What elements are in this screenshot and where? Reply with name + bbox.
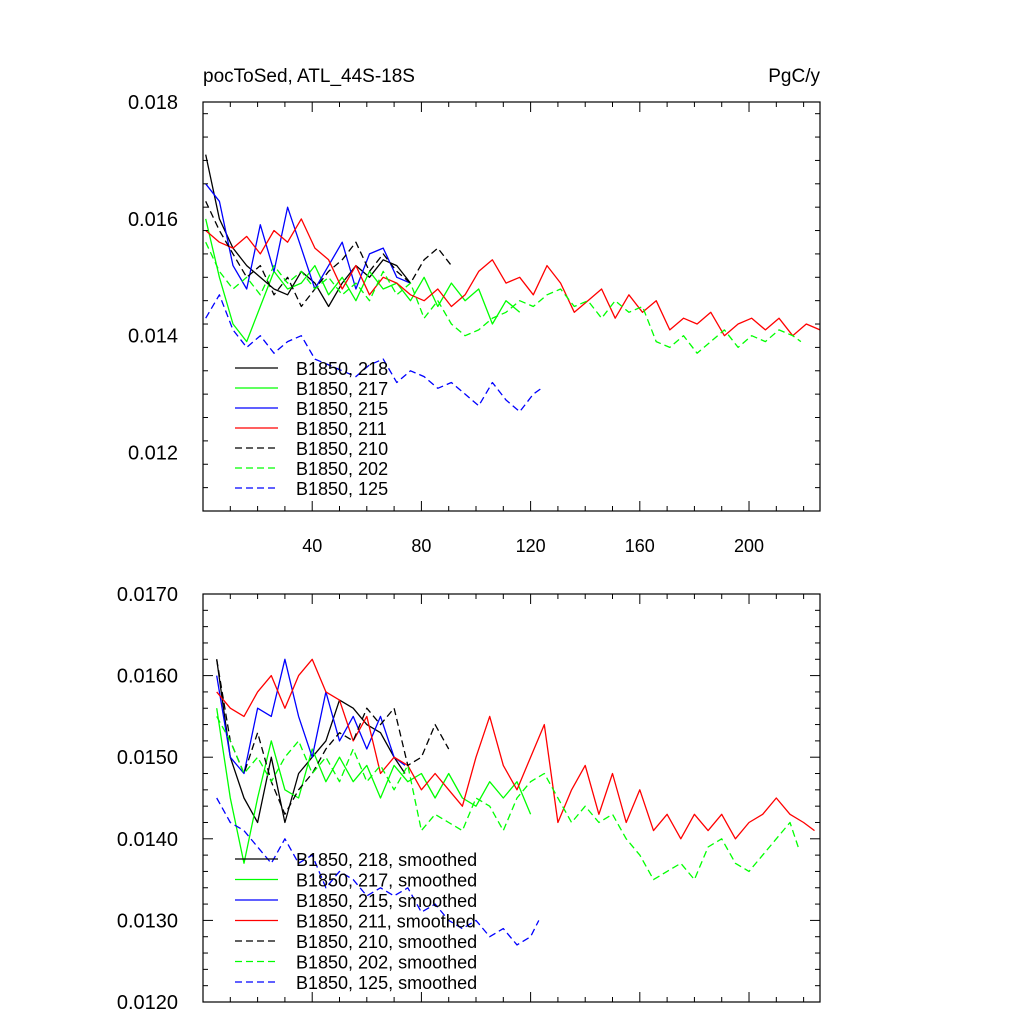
chart0-series-1-line <box>205 218 521 343</box>
chart1-y-tick-label-1: 0.0130 <box>117 910 178 932</box>
chart1-y-tick-label-0: 0.0120 <box>117 992 178 1014</box>
chart1-legend-label-4: B1850, 210, smoothed <box>296 932 477 952</box>
chart0-y-tick-label-2: 0.016 <box>128 209 178 231</box>
chart1-legend-label-3: B1850, 211, smoothed <box>296 912 476 932</box>
chart1-series-5-line <box>216 716 799 881</box>
chart1-series-0-line <box>216 659 406 824</box>
chart0-y-tick-label-3: 0.018 <box>128 92 178 114</box>
chart0-y-tick-label-1: 0.014 <box>128 326 178 348</box>
chart0-x-tick-label-0: 40 <box>302 536 322 556</box>
chart0-legend-label-5: B1850, 202 <box>296 459 388 479</box>
chart0-plot-frame <box>202 101 821 512</box>
chart0-series-5-line <box>205 241 802 354</box>
chart1-y-tick-label-4: 0.0160 <box>117 666 178 688</box>
chart1-y-tick-label-5: 0.0170 <box>117 584 178 606</box>
chart1-legend-label-6: B1850, 125, smoothed <box>296 973 477 993</box>
chart1-legend-label-5: B1850, 202, smoothed <box>296 953 477 973</box>
chart0-series-4-line <box>205 201 452 308</box>
chart0-x-tick-label-3: 160 <box>625 536 655 556</box>
chart0-legend-label-1: B1850, 217 <box>296 379 388 399</box>
chart0-x-tick-label-4: 200 <box>734 536 764 556</box>
chart0-series-0-line <box>205 154 412 308</box>
chart1-series-3-line <box>216 658 815 840</box>
chart1-series-4-line <box>216 659 450 815</box>
chart0-series-2-line <box>205 183 411 290</box>
chart0-x-tick-label-2: 120 <box>516 536 546 556</box>
chart1-y-tick-label-3: 0.0150 <box>117 747 178 769</box>
chart0-y-tick-label-0: 0.012 <box>128 443 178 465</box>
chart1-plot-frame <box>202 593 821 1003</box>
chart0-series-6-line <box>205 294 542 413</box>
chart0-title: pocToSed, ATL_44S-18S <box>203 66 415 87</box>
bottom-panel: 0.0120 0.0130 0.0140 0.0150 0.0160 0.0170 B185… <box>117 584 821 1014</box>
chart1-y-tick-label-2: 0.0140 <box>117 829 178 851</box>
chart0-legend-label-2: B1850, 215 <box>296 399 388 419</box>
chart1-legend-label-1: B1850, 217, smoothed <box>296 871 477 891</box>
chart1-series-6-line <box>216 797 540 946</box>
top-panel: 40 80 120 160 200 0.012 0.014 0.016 0.018 pocToSe… <box>128 66 821 556</box>
chart0-series-3-line <box>205 218 821 337</box>
chart0-legend-label-0: B1850, 218 <box>296 359 388 379</box>
chart0-legend-label-4: B1850, 210 <box>296 439 388 459</box>
chart0-legend-label-3: B1850, 211 <box>296 419 387 439</box>
chart1-series-2-line <box>216 658 406 775</box>
chart0-x-tick-label-1: 80 <box>411 536 431 556</box>
chart0-legend-label-6: B1850, 125 <box>296 479 388 499</box>
chart1-legend-label-2: B1850, 215, smoothed <box>296 891 477 911</box>
chart0-units: PgC/y <box>768 66 820 87</box>
chart1-legend-label-0: B1850, 218, smoothed <box>296 850 477 870</box>
chart1-series-1-line <box>216 708 532 864</box>
